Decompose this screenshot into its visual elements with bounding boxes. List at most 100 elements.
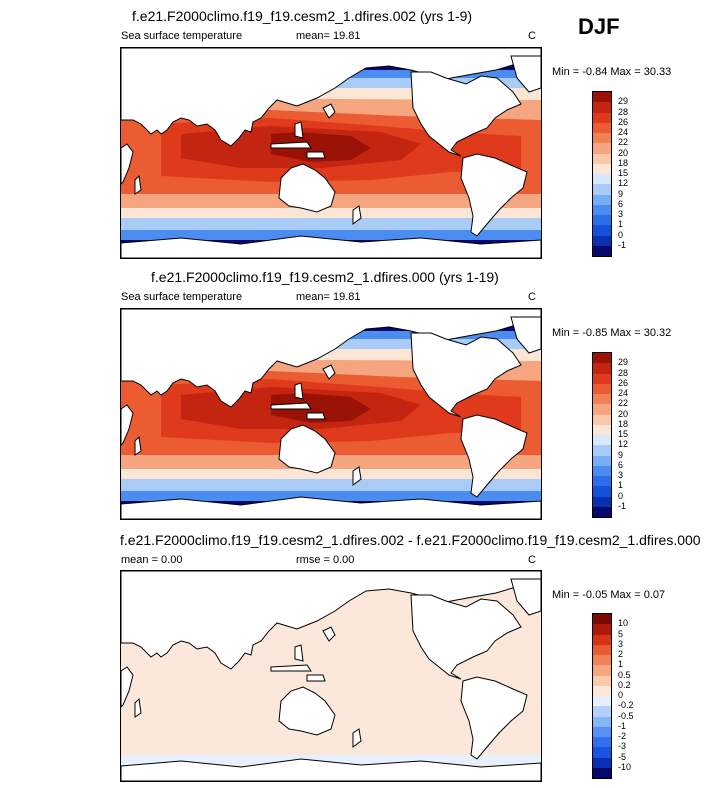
season-label: DJF	[578, 14, 620, 39]
land-new-guinea	[306, 674, 326, 682]
colorbar-tick-label: 1	[618, 219, 624, 230]
land-africa-east	[121, 404, 134, 446]
colorbar-tick-label: 15	[618, 429, 629, 439]
land-madagascar	[134, 174, 142, 195]
colorbar-swatch	[593, 102, 611, 113]
panel-1-minmax-label: Min = -0.84 Max = 30.33	[552, 66, 672, 78]
colorbar-swatch	[593, 163, 611, 174]
land-japan	[322, 103, 336, 119]
colorbar-swatch	[593, 747, 611, 758]
colorbar-tick-label: -10	[618, 761, 632, 772]
colorbar-tick-label: 24	[618, 127, 629, 137]
colorbar-swatch	[593, 204, 611, 215]
panel-2-minmax-label: Min = -0.85 Max = 30.32	[552, 327, 672, 339]
panel-3-map-svg	[121, 571, 541, 781]
colorbar-swatch	[593, 404, 611, 415]
colorbar-tick-label: -3	[618, 741, 627, 752]
land-antarctica	[121, 758, 541, 781]
colorbar-tick-label: 0	[618, 229, 624, 240]
panel-2-map-svg	[121, 309, 541, 519]
panel-3-colorbar	[592, 613, 612, 779]
colorbar-swatch	[593, 685, 611, 696]
colorbar-swatch	[593, 174, 611, 185]
land-madagascar	[134, 435, 142, 456]
colorbar-tick-label: 1	[618, 659, 624, 670]
colorbar-swatch	[593, 675, 611, 686]
colorbar-tick-label: -0.5	[618, 710, 634, 721]
land-africa-east	[121, 143, 134, 185]
colorbar-tick-label: 0	[618, 690, 624, 700]
panel-1-variable-label: Sea surface temperature	[121, 30, 243, 42]
colorbar-tick-label: 20	[618, 408, 629, 419]
colorbar-swatch	[593, 353, 611, 364]
colorbar-swatch	[593, 445, 611, 456]
colorbar-swatch	[593, 716, 611, 727]
land-greenland	[510, 578, 541, 616]
colorbar-tick-label: 15	[618, 168, 629, 178]
colorbar-tick-label: 22	[618, 137, 629, 148]
land-australia	[278, 424, 336, 474]
panel-3-rmse-label: rmse = 0.00	[296, 554, 355, 566]
colorbar-swatch	[593, 153, 611, 164]
colorbar-tick-label: 26	[618, 377, 629, 388]
colorbar-tick-label: 26	[618, 116, 629, 127]
colorbar-swatch	[593, 455, 611, 466]
land-north-america	[410, 594, 522, 680]
colorbar-swatch	[593, 122, 611, 133]
colorbar-swatch	[593, 465, 611, 476]
colorbar-tick-label: 24	[618, 388, 629, 398]
colorbar-swatch	[593, 486, 611, 497]
colorbar-swatch	[593, 696, 611, 707]
land-new-zealand	[352, 205, 362, 225]
colorbar-tick-label: 2	[618, 649, 624, 659]
colorbar-swatch	[593, 215, 611, 226]
sst-band	[271, 132, 371, 162]
colorbar-tick-label: -2	[618, 731, 627, 741]
colorbar-tick-label: 10	[618, 618, 629, 629]
colorbar-tick-label: 6	[618, 198, 624, 209]
colorbar-tick-label: -1	[618, 239, 627, 250]
land-indonesia	[270, 664, 312, 672]
land-new-guinea	[306, 412, 326, 420]
land-greenland	[510, 55, 541, 93]
panel-1-mean-label: mean= 19.81	[296, 30, 361, 42]
colorbar-swatch	[593, 92, 611, 103]
colorbar-tick-label: 28	[618, 106, 629, 117]
colorbar-swatch	[593, 424, 611, 435]
colorbar-swatch	[593, 245, 611, 256]
land-new-zealand	[352, 466, 362, 486]
land-south-america	[460, 153, 528, 237]
panel-3-units-label: C	[528, 554, 536, 566]
colorbar-swatch	[593, 655, 611, 666]
diff-band	[121, 755, 541, 765]
land-greenland	[510, 316, 541, 354]
land-philippines	[294, 644, 304, 662]
colorbar-tick-label: 0.2	[618, 679, 631, 690]
colorbar-tick-label: -0.2	[618, 700, 634, 711]
colorbar-swatch	[593, 665, 611, 676]
colorbar-swatch	[593, 235, 611, 246]
land-south-america	[460, 414, 528, 498]
colorbar-tick-label: 3	[618, 638, 624, 649]
colorbar-tick-label: 22	[618, 398, 629, 409]
colorbar-swatch	[593, 194, 611, 205]
land-philippines	[294, 382, 304, 400]
colorbar-tick-label: 9	[618, 449, 624, 460]
panel-3-title: f.e21.F2000climo.f19_f19.cesm2_1.dfires.…	[120, 532, 701, 548]
panel-3-minmax-label: Min = -0.05 Max = 0.07	[552, 589, 666, 601]
colorbar-tick-label: -1	[618, 500, 627, 511]
land-madagascar	[134, 697, 142, 718]
colorbar-tick-label: 20	[618, 147, 629, 158]
colorbar-swatch	[593, 133, 611, 144]
colorbar-swatch	[593, 476, 611, 487]
panel-2-colorbar	[592, 352, 612, 518]
panel-3-mean-label: mean = 0.00	[121, 554, 183, 566]
land-south-america	[460, 676, 528, 760]
colorbar-tick-label: 5	[618, 628, 624, 639]
colorbar-tick-label: -1	[618, 720, 627, 731]
panel-1-units-label: C	[528, 30, 536, 42]
colorbar-swatch	[593, 394, 611, 405]
land-indonesia	[270, 141, 312, 149]
colorbar-tick-label: 9	[618, 188, 624, 199]
land-indonesia	[270, 402, 312, 410]
